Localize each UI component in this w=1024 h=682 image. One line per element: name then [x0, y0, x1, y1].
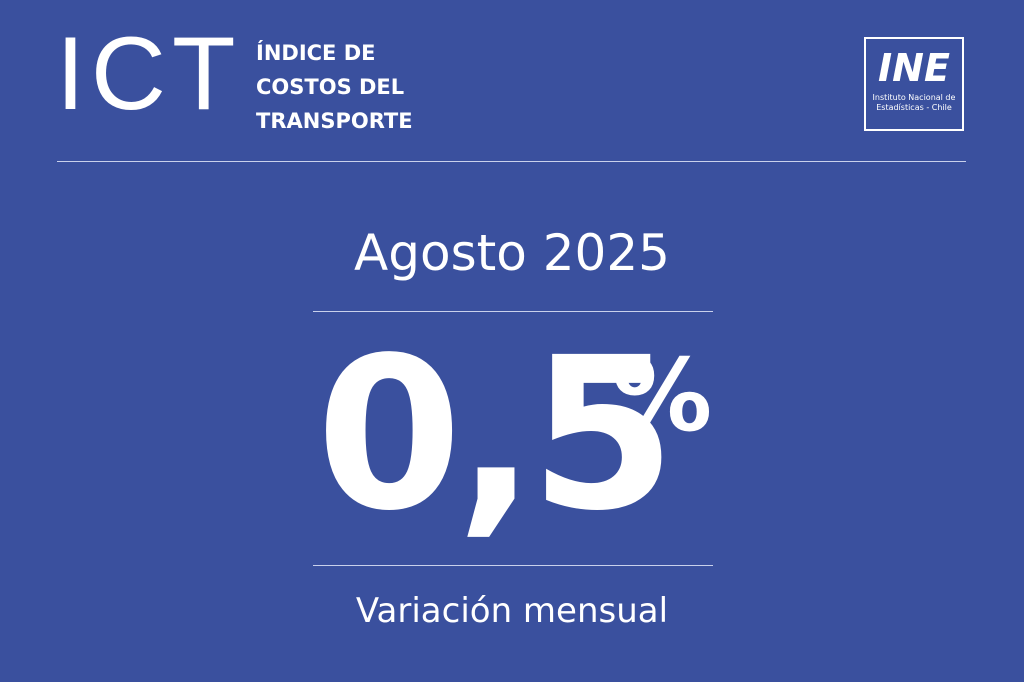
title-line: COSTOS DEL: [256, 75, 405, 99]
logo-mark: INE: [878, 46, 950, 90]
period: Agosto 2025: [354, 224, 670, 282]
title-line: TRANSPORTE: [256, 109, 413, 133]
figure-unit: %: [612, 337, 713, 454]
acronym: ICT: [56, 16, 242, 132]
title-line: ÍNDICE DE: [256, 41, 376, 65]
divider: [313, 311, 713, 312]
caption: Variación mensual: [355, 591, 669, 631]
logo: INE Instituto Nacional de Estadísticas -…: [864, 37, 964, 131]
figure-value: 0,5: [316, 312, 676, 557]
logo-caption: Instituto Nacional de Estadísticas - Chi…: [866, 93, 962, 113]
divider: [57, 161, 966, 162]
divider: [313, 565, 713, 566]
title: ÍNDICE DE COSTOS DEL TRANSPORTE: [256, 36, 413, 138]
logo-caption-line: Estadísticas - Chile: [876, 103, 952, 112]
logo-caption-line: Instituto Nacional de: [872, 93, 956, 102]
